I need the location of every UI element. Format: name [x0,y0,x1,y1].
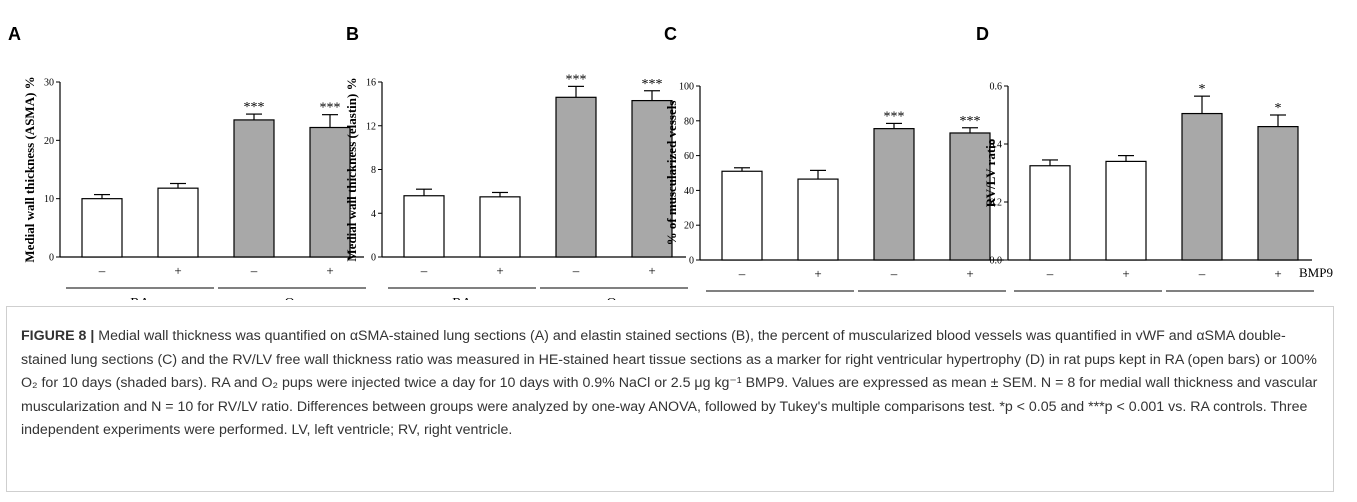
group-label: RA [130,296,150,300]
panel-letter: A [8,24,21,44]
significance-label: * [1275,101,1282,116]
bar [797,178,839,261]
group-label: RA [1078,299,1098,300]
bar [479,196,521,258]
bar [949,132,991,261]
caption-paragraph: FIGURE 8 | Medial wall thickness was qua… [21,325,1319,443]
significance-label: *** [320,101,341,116]
y-axis-label: RV/LV ratio [983,139,998,208]
treatment-sign: – [420,263,428,278]
y-tick-label: 80 [684,116,694,127]
panel-letter: C [664,24,677,44]
y-tick-label: 60 [684,151,694,162]
y-tick-label: 4 [371,209,376,220]
y-tick-label: 40 [684,186,694,197]
y-axis-label: Medial wall thickness (ASMA) % [22,76,37,262]
y-tick-label: 0.2 [990,198,1003,209]
y-tick-label: 8 [371,165,376,176]
treatment-sign: + [174,263,181,278]
bar [233,119,275,258]
treatment-sign: – [572,263,580,278]
bar [1029,165,1071,261]
bar [403,195,445,258]
y-tick-label: 0.6 [990,82,1003,93]
y-tick-label: 0.0 [990,256,1003,267]
figure-panels: A 0 10 20 30 Medial wall thickness (ASMA) % – +… [8,24,1333,300]
treatment-sign: + [1274,266,1281,281]
y-tick-label: 0.4 [990,140,1003,151]
group-label: O₂ [925,299,940,300]
y-axis-label: % of muscularized vessels [664,101,679,246]
y-axis-label: Medial wall thickness (elastin) % [344,77,359,261]
y-tick-label: 100 [679,82,694,93]
treatment-sign: + [326,263,333,278]
treatment-sign: + [496,263,503,278]
caption-label: FIGURE 8 | [21,328,95,344]
bar [873,128,915,261]
y-tick-label: 0 [371,253,376,264]
treatment-sign: + [966,266,973,281]
figure-caption: FIGURE 8 | Medial wall thickness was qua… [6,306,1334,492]
y-tick-label: 0 [689,256,694,267]
group-label: O₂ [607,296,622,300]
bar [309,126,351,258]
bar [157,187,199,258]
treatment-sign: – [1198,266,1206,281]
treatment-sign: – [890,266,898,281]
bar [555,96,597,258]
group-label: O₂ [1233,299,1248,300]
panel-letter: B [346,24,359,44]
y-tick-label: 30 [44,78,54,89]
bar [1105,160,1147,261]
bar [631,99,673,258]
significance-label: *** [960,114,981,129]
treatment-sign: – [250,263,258,278]
treatment-sign: – [1046,266,1054,281]
significance-label: *** [566,72,587,87]
significance-label: *** [884,109,905,124]
bar [1257,125,1299,261]
group-label: O₂ [285,296,300,300]
significance-label: *** [642,77,663,92]
treatment-sign: + [1122,266,1129,281]
bmp9-label: BMP9 [1299,265,1333,280]
significance-label: *** [244,100,265,115]
y-tick-label: 20 [44,136,54,147]
treatment-sign: + [814,266,821,281]
treatment-sign: – [738,266,746,281]
caption-text: Medial wall thickness was quantified on … [21,328,1318,438]
y-tick-label: 20 [684,221,694,232]
bar [1181,112,1223,261]
treatment-sign: – [98,263,106,278]
treatment-sign: + [648,263,655,278]
group-label: RA [770,299,790,300]
y-tick-label: 16 [366,78,376,89]
y-tick-label: 0 [49,253,54,264]
bar [721,170,763,261]
y-tick-label: 10 [44,194,54,205]
group-label: RA [452,296,472,300]
y-tick-label: 12 [366,121,376,132]
bar [81,198,123,258]
significance-label: * [1199,82,1206,97]
panel-letter: D [976,24,989,44]
